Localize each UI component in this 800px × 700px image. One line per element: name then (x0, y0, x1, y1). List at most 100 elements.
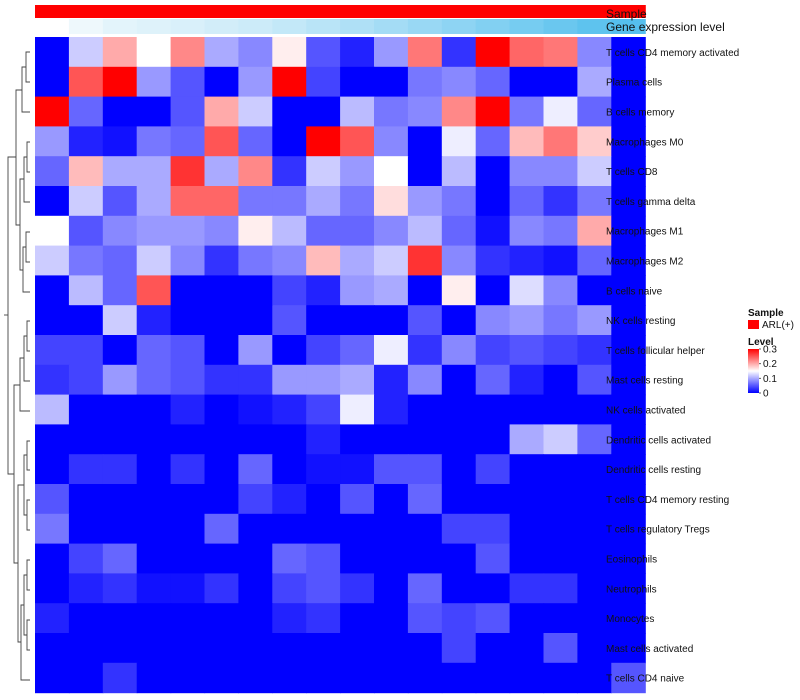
annotation-label-sample: Sample (606, 7, 647, 21)
heatmap-cell (68, 484, 104, 515)
sample-annotation-cell (441, 5, 477, 18)
heatmap-cell (407, 335, 443, 366)
heatmap-cell (68, 126, 104, 157)
heatmap-cell (272, 543, 307, 574)
heatmap-cell (204, 424, 239, 455)
sample-annotation-cell (509, 5, 545, 18)
heatmap-cell (407, 603, 443, 634)
heatmap-cell (170, 305, 206, 336)
heatmap-cell (611, 662, 646, 694)
heatmap-cell (68, 364, 104, 396)
heatmap-cell (136, 335, 172, 366)
heatmap-cell (35, 394, 70, 425)
sample-annotation-cell (407, 5, 443, 18)
heatmap-cell (68, 573, 104, 604)
heatmap-cell (238, 186, 273, 217)
heatmap-cell (374, 215, 409, 247)
heatmap-cell (204, 603, 239, 634)
heatmap-cell (475, 305, 511, 336)
heatmap-cell (35, 364, 70, 396)
heatmap-cell (35, 513, 70, 545)
heatmap-cell (611, 394, 646, 425)
heatmap-cell (204, 305, 239, 336)
heatmap-cell (68, 394, 104, 425)
heatmap-cell (543, 275, 578, 306)
row-label: T cells gamma delta (606, 197, 696, 208)
heatmap-cell (577, 126, 612, 157)
heatmap-cell (272, 484, 307, 515)
heatmap-cell (374, 662, 409, 694)
heatmap-cell (340, 156, 375, 187)
heatmap-cell (272, 275, 307, 306)
heatmap-cell (272, 126, 307, 157)
sample-annotation-cell (136, 5, 172, 18)
heatmap-cell (577, 424, 612, 455)
annotation-label-expression: Gene expression level (606, 20, 725, 34)
heatmap-cell (170, 96, 206, 127)
heatmap-cell (577, 245, 612, 276)
heatmap-cell (611, 573, 646, 604)
row-label: Mast cells resting (606, 376, 683, 387)
expression-annotation-cell (238, 19, 273, 34)
heatmap-cell (102, 186, 138, 217)
expression-annotation-cell (475, 19, 511, 34)
heatmap-cell (340, 513, 375, 545)
heatmap-cell (441, 662, 477, 694)
heatmap-cell (170, 484, 206, 515)
heatmap-cell (204, 126, 239, 157)
heatmap-cell (272, 215, 307, 247)
heatmap-cell (441, 245, 477, 276)
heatmap-cell (238, 364, 273, 396)
row-dendrogram (4, 51, 30, 681)
heatmap-cell (509, 186, 545, 217)
heatmap-cell (577, 662, 612, 694)
heatmap-cells (35, 37, 646, 694)
heatmap-cell (102, 215, 138, 247)
heatmap-cell (306, 335, 341, 366)
expression-annotation-cell (204, 19, 239, 34)
row-label: Monocytes (606, 614, 654, 625)
heatmap-cell (238, 126, 273, 157)
heatmap-cell (102, 573, 138, 604)
heatmap-cell (374, 543, 409, 574)
heatmap-cell (509, 424, 545, 455)
heatmap-cell (136, 66, 172, 98)
heatmap-cell (543, 364, 578, 396)
heatmap-cell (170, 603, 206, 634)
heatmap-cell (68, 186, 104, 217)
heatmap-cell (475, 186, 511, 217)
heatmap-cell (611, 603, 646, 634)
heatmap-cell (441, 424, 477, 455)
heatmap-cell (441, 573, 477, 604)
heatmap-cell (611, 66, 646, 98)
heatmap-cell (306, 156, 341, 187)
heatmap-cell (374, 573, 409, 604)
heatmap-cell (204, 454, 239, 485)
heatmap-cell (543, 454, 578, 485)
heatmap-cell (68, 513, 104, 545)
heatmap-cell (170, 454, 206, 485)
legend-tick-label: 0.2 (763, 359, 777, 370)
heatmap-cell (611, 37, 646, 68)
heatmap-cell (306, 484, 341, 515)
heatmap-cell (340, 305, 375, 336)
heatmap-cell (577, 543, 612, 574)
heatmap-cell (306, 603, 341, 634)
heatmap-cell (170, 633, 206, 664)
row-label: Macrophages M0 (606, 137, 684, 148)
heatmap-cell (136, 275, 172, 306)
heatmap-cell (102, 484, 138, 515)
row-label: Macrophages M1 (606, 227, 684, 238)
expression-annotation-cell (102, 19, 138, 34)
heatmap-cell (441, 633, 477, 664)
heatmap-cell (238, 37, 273, 68)
heatmap-cell (68, 275, 104, 306)
expression-annotation-cell (441, 19, 477, 34)
heatmap-cell (306, 364, 341, 396)
heatmap-cell (340, 37, 375, 68)
heatmap-cell (407, 633, 443, 664)
heatmap-cell (340, 335, 375, 366)
expression-annotation-cell (68, 19, 104, 34)
row-label: B cells naive (606, 286, 663, 297)
heatmap-cell (170, 126, 206, 157)
